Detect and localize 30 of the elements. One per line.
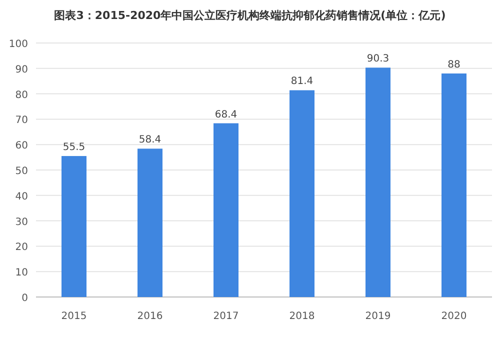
x-tick-label: 2017	[213, 311, 239, 322]
x-tick-label: 2015	[61, 311, 87, 322]
chart-title: 图表3：2015-2020年中国公立医疗机构终端抗抑郁化药销售情况(单位：亿元)	[54, 9, 446, 22]
y-tick-label: 70	[15, 115, 28, 126]
y-tick-label: 20	[15, 242, 28, 254]
bar	[366, 68, 390, 297]
y-tick-label: 40	[15, 191, 28, 202]
data-label: 88	[448, 59, 460, 70]
bar	[442, 73, 466, 297]
y-tick-label: 60	[15, 140, 28, 152]
bar	[138, 148, 162, 297]
y-tick-label: 100	[8, 39, 28, 50]
y-tick-label: 10	[15, 268, 28, 279]
data-label: 68.4	[214, 109, 238, 120]
x-tick-label: 2016	[137, 311, 163, 322]
data-label: 55.5	[62, 142, 86, 154]
data-label: 90.3	[366, 54, 390, 65]
bar	[290, 90, 314, 297]
x-tick-label: 2018	[289, 311, 315, 322]
x-tick-label: 2020	[441, 311, 467, 322]
data-label: 81.4	[290, 76, 314, 88]
y-tick-label: 80	[15, 90, 28, 101]
y-tick-label: 90	[15, 64, 28, 76]
y-tick-label: 50	[15, 166, 28, 177]
bar	[214, 123, 238, 297]
data-label: 58.4	[138, 134, 162, 146]
y-tick-label: 0	[22, 293, 28, 304]
y-tick-label: 30	[15, 216, 28, 228]
bar	[62, 156, 86, 297]
x-tick-label: 2019	[365, 311, 391, 322]
